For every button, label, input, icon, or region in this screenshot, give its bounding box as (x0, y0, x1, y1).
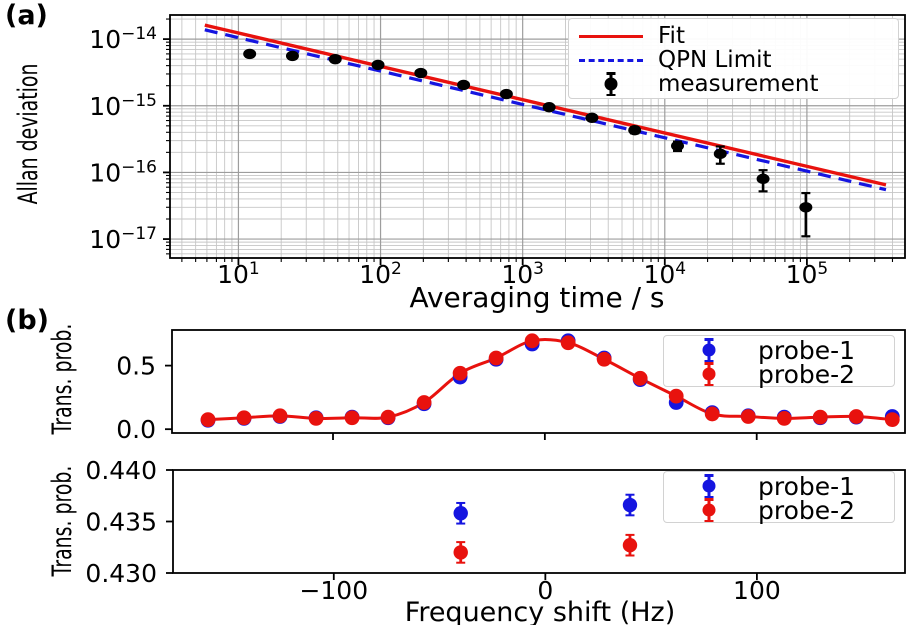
legend-label: probe-2 (758, 359, 856, 389)
legend-entry-fit: Fit (579, 23, 898, 49)
legend-entry-measurement: measurement (579, 71, 898, 97)
svg-text:101: 101 (217, 259, 260, 289)
legend-entry-probe-1: probe-1 (664, 471, 894, 501)
legend-label: probe-2 (758, 495, 856, 525)
legend-label: Fit (658, 23, 685, 49)
svg-text:100: 100 (733, 576, 781, 605)
svg-text:0.440: 0.440 (85, 456, 157, 485)
panel-a-legend: Fit QPN Limit measurement (568, 18, 899, 99)
legend-label: probe-1 (758, 335, 856, 365)
red-errorbar-marker-icon (694, 362, 724, 386)
legend-entry-probe-2: probe-2 (664, 495, 894, 525)
qpn-dashed-line-icon (579, 58, 643, 62)
svg-text:0.435: 0.435 (85, 508, 157, 537)
fit-line-icon (579, 34, 643, 38)
svg-text:103: 103 (501, 259, 544, 289)
svg-text:0.0: 0.0 (116, 415, 156, 444)
svg-text:0.5: 0.5 (116, 352, 156, 381)
legend-label: probe-1 (758, 471, 856, 501)
svg-text:105: 105 (786, 259, 829, 289)
panel-a-ylabel: Allan deviation (13, 63, 44, 205)
panel-a-tag: (a) (5, 0, 48, 31)
legend-entry-probe-1: probe-1 (664, 335, 894, 365)
errorbar-marker-icon (579, 72, 643, 96)
svg-text:10−15: 10−15 (89, 91, 157, 121)
panel-b-xlabel: Frequency shift (Hz) (404, 597, 676, 625)
svg-text:102: 102 (359, 259, 402, 289)
svg-text:10−14: 10−14 (89, 24, 157, 54)
svg-text:10−16: 10−16 (89, 157, 157, 187)
legend-label: QPN Limit (658, 47, 772, 73)
svg-text:0: 0 (537, 576, 553, 605)
legend-entry-probe-2: probe-2 (664, 359, 894, 389)
svg-text:10−17: 10−17 (89, 224, 157, 254)
panel-b-bottom-legend: probe-1 probe-2 (663, 471, 895, 525)
legend-label: measurement (658, 71, 819, 97)
svg-text:104: 104 (643, 259, 686, 289)
red-errorbar-marker-icon (694, 498, 724, 522)
panel-a-xlabel: Averaging time / s (409, 281, 665, 314)
panel-b-tag: (b) (5, 305, 50, 336)
svg-text:0.430: 0.430 (85, 559, 157, 588)
legend-entry-qpn-limit: QPN Limit (579, 47, 898, 73)
blue-errorbar-marker-icon (694, 474, 724, 498)
blue-errorbar-marker-icon (694, 338, 724, 362)
panel-b-bottom-ylabel: Trans. prob. (47, 465, 78, 577)
svg-text:−100: −100 (299, 576, 368, 605)
panel-b-top-legend: probe-1 probe-2 (663, 335, 895, 389)
